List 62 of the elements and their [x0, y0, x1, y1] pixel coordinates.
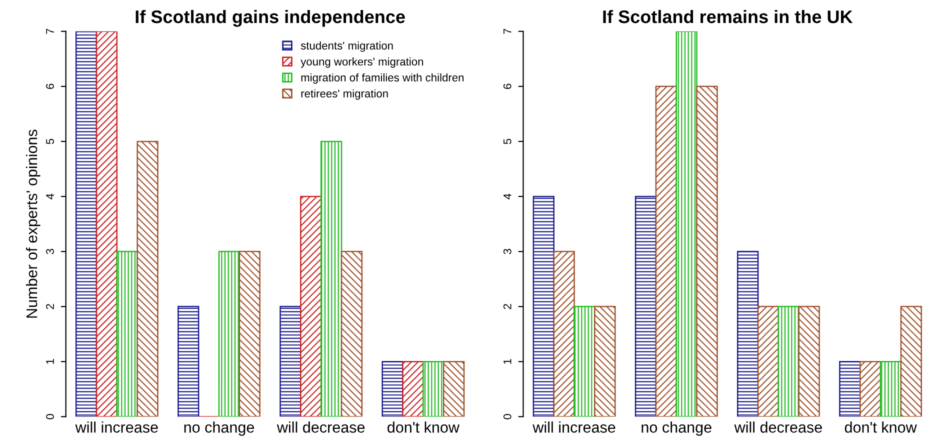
y-tick-label: 0 — [503, 414, 512, 420]
bar — [96, 31, 118, 417]
legend-label: young workers' migration — [300, 57, 424, 68]
bar — [280, 306, 302, 417]
bar — [676, 31, 698, 417]
bar — [178, 306, 200, 417]
y-tick-label: 4 — [504, 194, 512, 200]
bar — [300, 196, 322, 417]
x-tick-label: no change — [642, 422, 712, 436]
bar — [757, 306, 780, 417]
bar — [860, 360, 882, 417]
y-tick-label: 7 — [46, 28, 54, 34]
x-tick-label: will decrease — [276, 422, 365, 433]
y-tick-label: 2 — [503, 304, 512, 310]
bar — [839, 360, 861, 417]
bar — [880, 360, 902, 417]
bar — [442, 360, 465, 417]
chart-title: If Scotland remains in the UK — [603, 10, 853, 24]
bar — [218, 250, 240, 417]
bar — [574, 306, 596, 417]
bar — [75, 31, 98, 417]
x-tick-label: will increase — [75, 422, 158, 433]
y-tick-label: 5 — [46, 138, 54, 144]
y-tick-label: 1 — [46, 359, 54, 364]
x-tick-label: will decrease — [734, 422, 822, 433]
y-axis-title: Number of experts' opinions — [26, 130, 40, 318]
bar — [402, 360, 424, 417]
bar — [320, 140, 342, 417]
y-tick-label: 7 — [504, 28, 512, 34]
y-tick-label: 6 — [46, 84, 54, 89]
bar — [736, 250, 759, 417]
y-tick-label: 5 — [504, 138, 512, 144]
bar — [900, 306, 922, 417]
bar — [634, 196, 657, 417]
bar — [382, 360, 404, 417]
bar — [340, 250, 363, 417]
legend-label: students' migration — [300, 41, 393, 52]
bar — [553, 250, 575, 417]
y-tick-label: 2 — [46, 304, 54, 310]
bar — [422, 360, 444, 417]
bar — [798, 306, 820, 417]
bar — [532, 196, 554, 417]
bar — [116, 250, 138, 417]
y-tick-label: 3 — [46, 248, 54, 254]
y-tick-label: 3 — [503, 248, 512, 254]
legend-label: migration of families with children — [301, 73, 464, 84]
bar — [594, 306, 616, 417]
bar — [238, 250, 260, 417]
bar — [696, 86, 718, 417]
bar — [136, 140, 158, 417]
y-tick-label: 1 — [504, 359, 512, 364]
x-tick-label: no change — [184, 422, 254, 436]
y-tick-label: 4 — [46, 194, 54, 200]
x-tick-label: don't know — [844, 422, 917, 433]
bar — [655, 86, 677, 417]
legend-label: retirees' migration — [301, 89, 388, 100]
y-tick-label: 6 — [503, 84, 512, 89]
x-tick-label: don't know — [388, 422, 460, 433]
chart-title: If Scotland gains independence — [136, 10, 405, 27]
bar — [778, 306, 800, 417]
y-tick-label: 0 — [46, 414, 54, 420]
x-tick-label: will increase — [532, 422, 616, 433]
